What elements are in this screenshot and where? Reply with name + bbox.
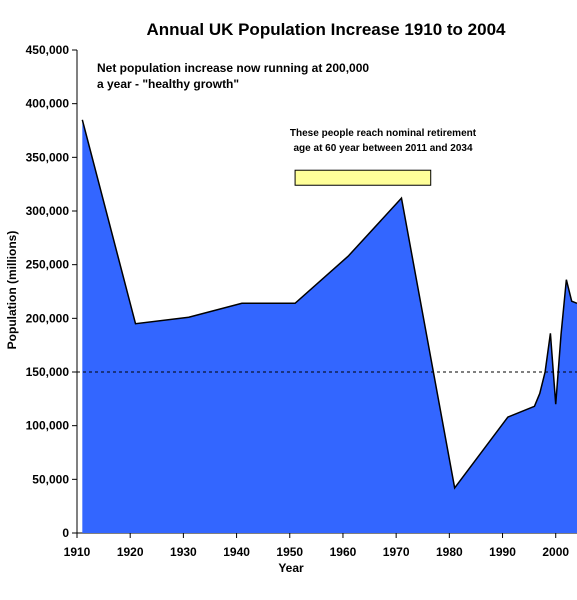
y-tick-label: 350,000 [26,150,70,164]
y-tick-label: 0 [62,526,69,540]
x-axis-label: Year [278,561,304,575]
y-tick-label: 150,000 [26,365,70,379]
x-tick-label: 1910 [64,545,91,559]
highlight-box [295,170,431,185]
annotation-retirement-line-2: age at 60 year between 2011 and 2034 [294,143,473,154]
y-tick-label: 200,000 [26,311,70,325]
plot-layer [77,120,577,533]
y-tick-label: 400,000 [26,97,70,111]
x-tick-label: 1930 [170,545,197,559]
x-tick-label: 1990 [489,545,516,559]
y-tick-label: 100,000 [26,419,70,433]
y-tick-label: 300,000 [26,204,70,218]
x-tick-label: 1980 [436,545,463,559]
x-tick-label: 1950 [276,545,303,559]
x-tick-label: 1960 [330,545,357,559]
annotation-growth-line-1: Net population increase now running at 2… [97,61,369,75]
x-tick-label: 1970 [383,545,410,559]
x-tick-label: 1920 [117,545,144,559]
y-axis-label: Population (millions) [5,231,19,350]
x-tick-label: 1940 [223,545,250,559]
y-tick-label: 250,000 [26,258,70,272]
annotation-growth-line-2: a year - "healthy growth" [97,77,239,91]
chart-title: Annual UK Population Increase 1910 to 20… [146,20,506,39]
x-tick-label: 2000 [542,545,569,559]
y-tick-label: 50,000 [32,472,69,486]
y-tick-label: 450,000 [26,43,70,57]
annotation-retirement-line-1: These people reach nominal retirement [290,128,477,139]
